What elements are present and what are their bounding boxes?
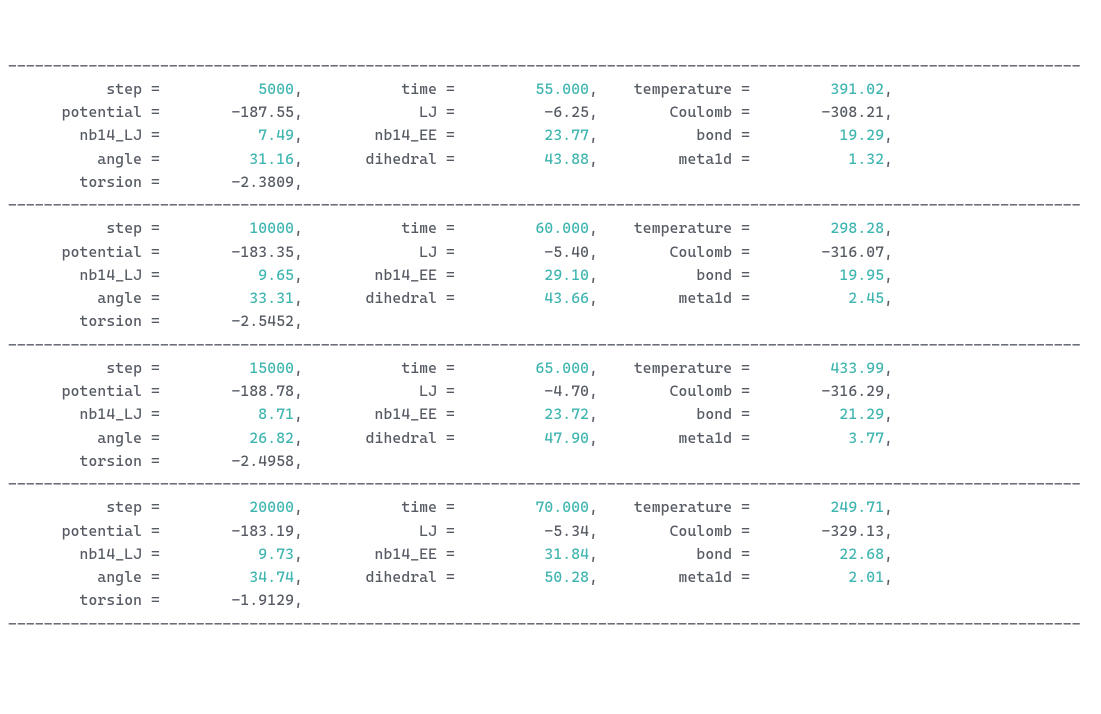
simulation-log-output: ----------------------------------------… xyxy=(8,55,1093,636)
